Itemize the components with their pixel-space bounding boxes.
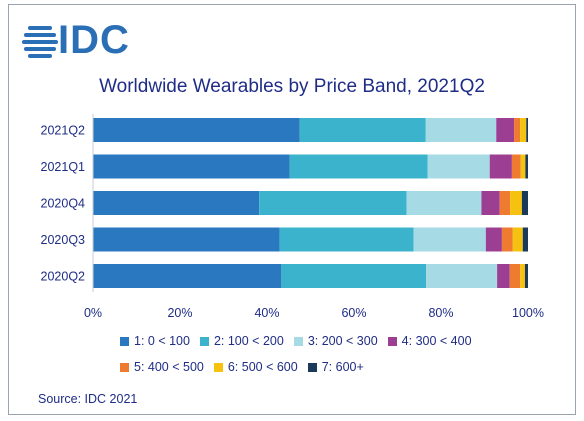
legend-swatch bbox=[307, 362, 317, 372]
bar-segment-2020Q3-series-5 bbox=[501, 227, 513, 252]
bar-segment-2021Q2-series-4 bbox=[496, 118, 515, 142]
x-tick-label: 40% bbox=[254, 306, 279, 320]
source-note: Source: IDC 2021 bbox=[38, 392, 138, 406]
bar-segment-2020Q2-series-3 bbox=[426, 264, 498, 288]
bar-segment-2020Q4-series-3 bbox=[406, 191, 482, 215]
bar-segment-2020Q4-series-4 bbox=[481, 191, 500, 215]
legend-swatch bbox=[120, 336, 129, 346]
bar-segment-2021Q2-series-5 bbox=[514, 118, 521, 142]
bar-segment-2021Q1-series-3 bbox=[427, 154, 490, 179]
bar-segment-2020Q4-series-7 bbox=[521, 191, 528, 215]
x-tick-label: 100% bbox=[512, 306, 544, 320]
legend-label: 4: 300 < 400 bbox=[401, 334, 472, 348]
bar-segment-2020Q3-series-6 bbox=[512, 227, 523, 252]
legend-label: 7: 600+ bbox=[321, 360, 364, 374]
legend-label: 6: 500 < 600 bbox=[227, 360, 298, 374]
bar-segment-2020Q4-series-1 bbox=[93, 191, 260, 215]
bar-segment-2020Q3-series-2 bbox=[279, 227, 414, 252]
x-tick-label: 0% bbox=[84, 306, 102, 320]
bar-segment-2021Q1-series-2 bbox=[289, 154, 428, 179]
legend-label: 1: 0 < 100 bbox=[134, 334, 190, 348]
y-tick-label: 2020Q3 bbox=[41, 233, 86, 247]
legend-item: 7: 600+ bbox=[307, 360, 364, 374]
x-tick-label: 80% bbox=[428, 306, 453, 320]
legend-item: 2: 100 < 200 bbox=[199, 334, 284, 348]
legend-swatch bbox=[199, 336, 209, 346]
bar-segment-2020Q2-series-2 bbox=[281, 264, 427, 288]
bar-segment-2021Q2-series-2 bbox=[299, 118, 426, 142]
bar-segment-2020Q2-series-6 bbox=[520, 264, 525, 288]
x-axis-labels: 0% 20% 40% 60% 80% 100% bbox=[84, 306, 544, 320]
bar-segment-2021Q1-series-5 bbox=[511, 154, 521, 179]
bar-area bbox=[92, 114, 528, 292]
legend-swatch bbox=[387, 336, 397, 346]
y-tick-label: 2020Q4 bbox=[41, 197, 86, 211]
legend-label: 3: 200 < 300 bbox=[307, 334, 378, 348]
bar-segment-2021Q1-series-7 bbox=[525, 154, 528, 179]
bar-segment-2021Q2-series-6 bbox=[520, 118, 527, 142]
legend-item: 6: 500 < 600 bbox=[213, 360, 298, 374]
bar-segment-2021Q2-series-7 bbox=[526, 118, 528, 142]
bar-segment-2020Q3-series-4 bbox=[485, 227, 502, 252]
bar-segment-2020Q3-series-3 bbox=[413, 227, 486, 252]
bar-segment-2020Q3-series-1 bbox=[93, 227, 280, 252]
legend-row: 1: 0 < 100 2: 100 < 200 3: 200 < 300 4: 300… bbox=[120, 328, 480, 354]
y-axis-labels: 2021Q2 2021Q1 2020Q4 2020Q3 2020Q2 bbox=[41, 124, 86, 284]
legend-label: 5: 400 < 500 bbox=[134, 360, 204, 374]
idc-logo-text: IDC bbox=[58, 18, 130, 62]
legend-item: 4: 300 < 400 bbox=[387, 334, 472, 348]
y-tick-label: 2021Q1 bbox=[41, 160, 86, 174]
bar-segment-2020Q2-series-5 bbox=[509, 264, 521, 288]
bar-segment-2020Q4-series-6 bbox=[510, 191, 522, 215]
legend-item: 3: 200 < 300 bbox=[293, 334, 378, 348]
legend: 1: 0 < 100 2: 100 < 200 3: 200 < 300 4: 300… bbox=[120, 328, 480, 380]
y-tick-label: 2020Q2 bbox=[41, 270, 86, 284]
x-tick-label: 20% bbox=[167, 306, 192, 320]
bar-segment-2021Q2-series-1 bbox=[93, 118, 300, 142]
bar-segment-2021Q1-series-4 bbox=[489, 154, 512, 179]
legend-item: 5: 400 < 500 bbox=[120, 360, 204, 374]
bar-segment-2021Q1-series-1 bbox=[93, 154, 290, 179]
bar-segment-2021Q2-series-3 bbox=[425, 118, 497, 142]
bar-segment-2020Q3-series-7 bbox=[522, 227, 528, 252]
legend-row: 5: 400 < 500 6: 500 < 600 7: 600+ bbox=[120, 354, 480, 380]
bar-segment-2020Q4-series-5 bbox=[499, 191, 511, 215]
bar-segment-2020Q4-series-2 bbox=[259, 191, 407, 215]
legend-item: 1: 0 < 100 bbox=[120, 334, 190, 348]
x-tick-label: 60% bbox=[341, 306, 366, 320]
chart-title: Worldwide Wearables by Price Band, 2021Q… bbox=[99, 76, 485, 97]
legend-swatch bbox=[120, 362, 129, 372]
bar-segment-2020Q2-series-4 bbox=[497, 264, 510, 288]
bar-segment-2020Q2-series-1 bbox=[93, 264, 282, 288]
legend-swatch bbox=[293, 336, 303, 346]
legend-label: 2: 100 < 200 bbox=[213, 334, 284, 348]
bar-segment-2021Q1-series-6 bbox=[520, 154, 526, 179]
idc-logo-globe-icon bbox=[22, 26, 58, 58]
legend-swatch bbox=[213, 362, 223, 372]
bar-segment-2020Q2-series-7 bbox=[524, 264, 528, 288]
y-tick-label: 2021Q2 bbox=[41, 124, 86, 138]
